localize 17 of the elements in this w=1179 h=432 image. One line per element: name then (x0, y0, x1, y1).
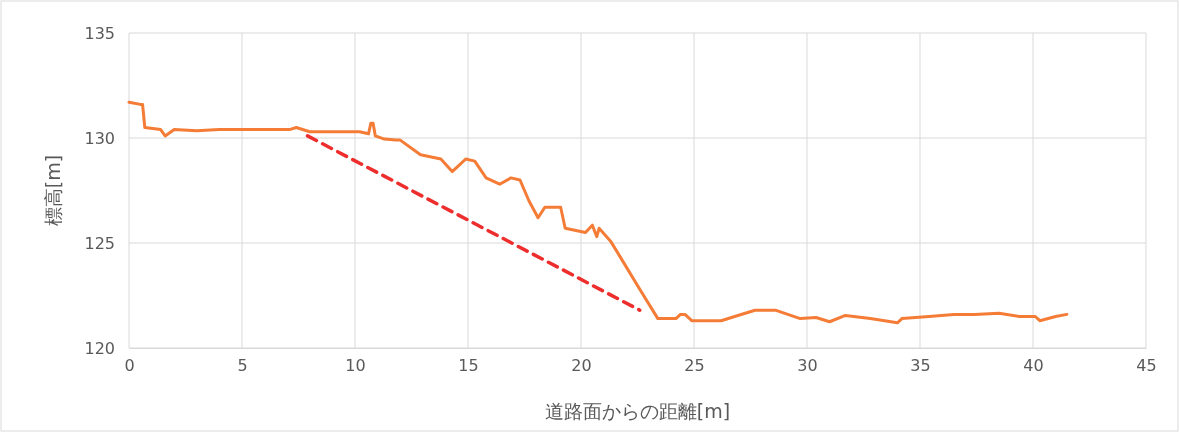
y-tick-label: 125 (84, 233, 115, 253)
x-tick-label: 0 (124, 356, 135, 376)
y-tick-label: 130 (84, 128, 115, 148)
x-tick-label: 20 (571, 356, 592, 376)
y-tick-label: 120 (84, 338, 115, 358)
x-tick-label: 40 (1023, 356, 1044, 376)
y-axis-title: 標高[m] (42, 154, 64, 227)
x-tick-label: 15 (458, 356, 479, 376)
y-tick-label: 135 (84, 23, 115, 43)
line-series (127, 100, 1069, 325)
x-axis-title: 道路面からの距離[m] (544, 400, 731, 422)
x-tick-label: 45 (1136, 356, 1157, 376)
x-tick-label: 35 (910, 356, 931, 376)
x-tick-label: 5 (237, 356, 248, 376)
x-tick-label: 30 (797, 356, 818, 376)
x-tick-label: 10 (345, 356, 366, 376)
x-tick-label: 25 (684, 356, 705, 376)
